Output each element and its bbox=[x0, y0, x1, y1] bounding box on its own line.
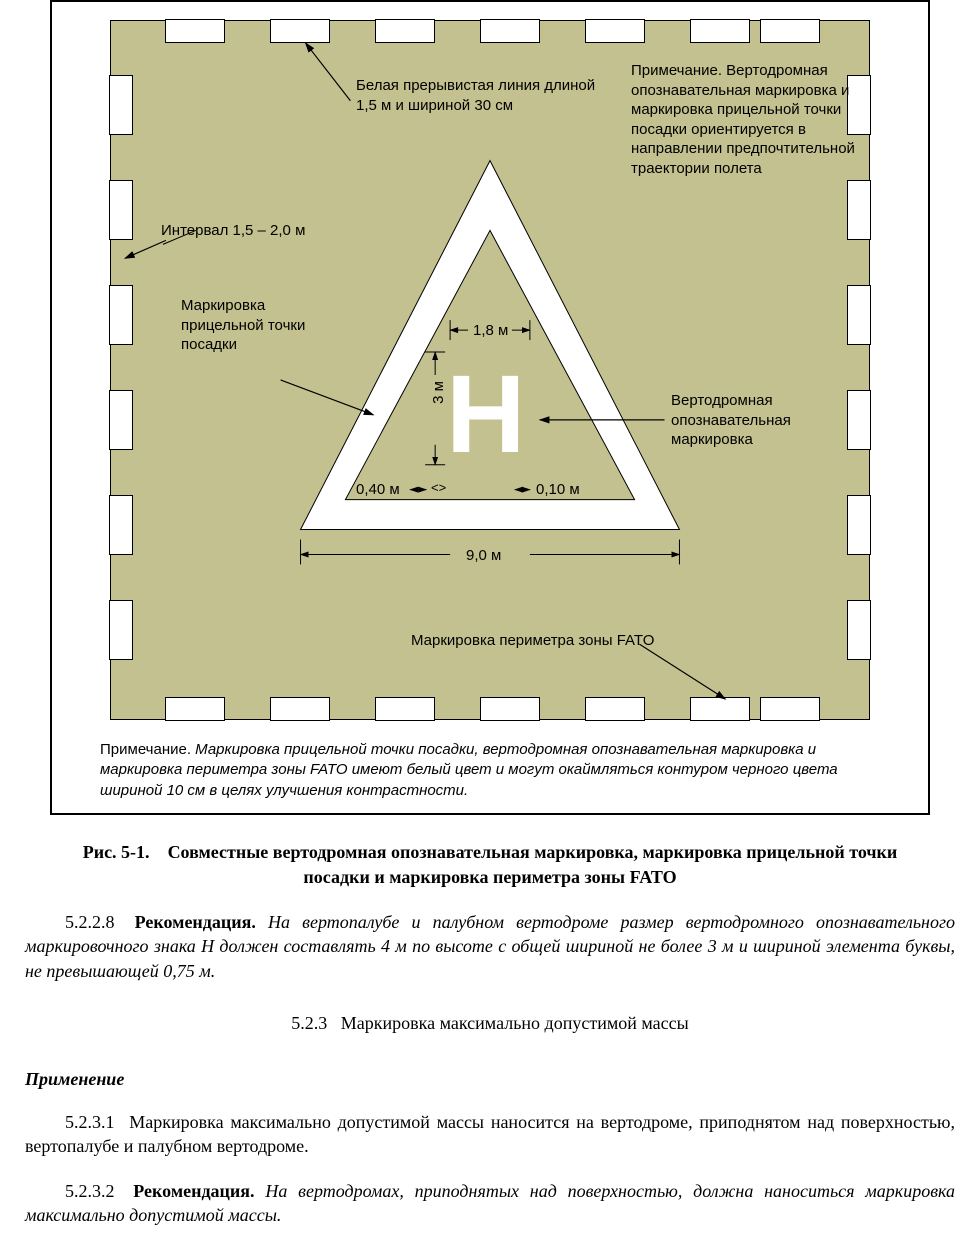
dim-base: 9,0 м bbox=[466, 546, 501, 566]
section-application: Применение bbox=[25, 1069, 955, 1090]
perimeter-dash bbox=[271, 698, 329, 720]
perimeter-dash bbox=[110, 181, 132, 239]
perimeter-dash bbox=[166, 698, 224, 720]
perimeter-dash bbox=[110, 391, 132, 449]
perimeter-dash bbox=[586, 698, 644, 720]
subheading-num: 5.2.3 bbox=[291, 1013, 327, 1033]
figure-caption: Рис. 5-1. Совместные вертодромная опозна… bbox=[65, 840, 915, 890]
para-rec-label: Рекомендация. bbox=[135, 912, 256, 932]
perimeter-dash bbox=[376, 20, 434, 42]
perimeter-dash bbox=[848, 496, 870, 554]
para-5231: 5.2.3.1 Маркировка максимально допустимо… bbox=[25, 1110, 955, 1159]
perimeter-dash bbox=[481, 698, 539, 720]
para-rec-label: Рекомендация. bbox=[133, 1181, 254, 1201]
perimeter-dash bbox=[848, 286, 870, 344]
label-heliport-id: Вертодромная опознавательная маркировка bbox=[671, 391, 851, 450]
para-text: Маркировка максимально допустимой массы … bbox=[25, 1112, 955, 1156]
perimeter-dash bbox=[481, 20, 539, 42]
para-5232: 5.2.3.2 Рекомендация. На вертодромах, пр… bbox=[25, 1179, 955, 1228]
label-white-dashed: Белая прерывистая линия длиной 1,5 м и ш… bbox=[356, 76, 616, 115]
note-text: Маркировка прицельной точки посадки, вер… bbox=[100, 741, 838, 799]
perimeter-dash bbox=[691, 698, 749, 720]
label-aiming: Маркировка прицельной точки посадки bbox=[181, 296, 311, 355]
perimeter-dash bbox=[110, 601, 132, 659]
perimeter-dash bbox=[848, 181, 870, 239]
label-interval: Интервал 1,5 – 2,0 м bbox=[161, 221, 351, 241]
figure-frame: H Белая прерывистая линия длиной 1,5 м и… bbox=[50, 0, 930, 815]
perimeter-dash bbox=[110, 496, 132, 554]
note-prefix: Примечание. bbox=[100, 741, 191, 758]
perimeter-dash bbox=[110, 286, 132, 344]
label-note-right: Примечание. Вертодромная опознавательная… bbox=[631, 61, 856, 178]
perimeter-dash bbox=[848, 391, 870, 449]
perimeter-dash bbox=[586, 20, 644, 42]
dim-040: 0,40 м bbox=[356, 480, 400, 500]
perimeter-dash bbox=[376, 698, 434, 720]
perimeter-dash bbox=[848, 601, 870, 659]
subheading-523: 5.2.3 Маркировка максимально допустимой … bbox=[25, 1013, 955, 1034]
para-num: 5.2.2.8 bbox=[65, 910, 115, 934]
para-num: 5.2.3.2 bbox=[65, 1179, 115, 1203]
caption-prefix: Рис. 5-1. bbox=[83, 842, 150, 862]
dim-h-width: 1,8 м bbox=[473, 321, 508, 341]
para-5228: 5.2.2.8 Рекомендация. На вертопалубе и п… bbox=[25, 910, 955, 983]
h-mark: H bbox=[446, 351, 521, 478]
heliport-diagram: H Белая прерывистая линия длиной 1,5 м и… bbox=[110, 20, 870, 720]
perimeter-dash bbox=[110, 76, 132, 134]
subheading-title: Маркировка максимально допустимой массы bbox=[341, 1013, 689, 1033]
caption-text: Совместные вертодромная опознавательная … bbox=[168, 842, 898, 887]
perimeter-dash bbox=[761, 20, 819, 42]
perimeter-dash bbox=[691, 20, 749, 42]
label-fato-perimeter: Маркировка периметра зоны FATO bbox=[411, 631, 711, 651]
dim-h-height: 3 м bbox=[429, 381, 449, 404]
dim-010: 0,10 м bbox=[536, 480, 580, 500]
figure-note-block: Примечание. Маркировка прицельной точки … bbox=[100, 740, 880, 801]
perimeter-dash bbox=[166, 20, 224, 42]
dim-brackets: <> bbox=[431, 480, 446, 497]
perimeter-dash bbox=[761, 698, 819, 720]
perimeter-dash bbox=[271, 20, 329, 42]
para-num: 5.2.3.1 bbox=[65, 1110, 115, 1134]
